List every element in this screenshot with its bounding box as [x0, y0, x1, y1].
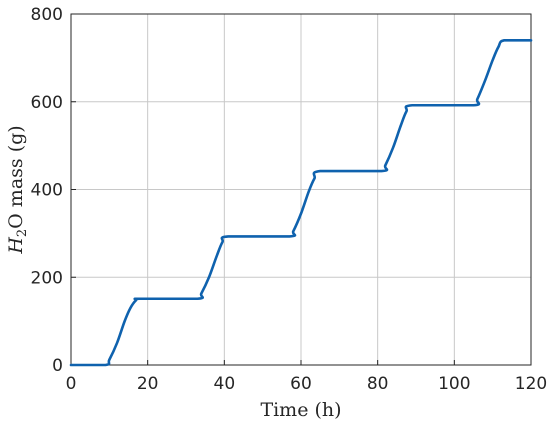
y-axis-label-rest: O mass (g) — [5, 125, 27, 229]
x-axis-label: Time (h) — [260, 399, 341, 421]
x-tick-label: 40 — [214, 374, 236, 394]
x-tick-label: 60 — [290, 374, 312, 394]
y-axis-label-italic: H — [5, 237, 27, 255]
x-tick-label: 100 — [438, 374, 470, 394]
x-tick-label: 0 — [66, 374, 77, 394]
y-tick-label: 400 — [31, 181, 63, 201]
y-tick-label: 200 — [31, 268, 63, 288]
y-axis-label: H2O mass (g) — [5, 125, 30, 254]
x-tick-labels: 0 20 40 60 80 100 120 — [66, 374, 548, 394]
x-tick-label: 80 — [367, 374, 389, 394]
y-tick-label: 600 — [31, 93, 63, 113]
y-tick-label: 0 — [52, 356, 63, 376]
x-tick-label: 120 — [515, 374, 547, 394]
y-tick-label: 800 — [31, 5, 63, 25]
y-tick-labels: 0 200 400 600 800 — [31, 5, 63, 376]
grid — [70, 13, 532, 366]
x-tick-label: 20 — [137, 374, 159, 394]
y-axis-label-subscript: 2 — [15, 229, 30, 237]
series-line-0 — [69, 39, 533, 367]
series-layer — [69, 39, 533, 367]
